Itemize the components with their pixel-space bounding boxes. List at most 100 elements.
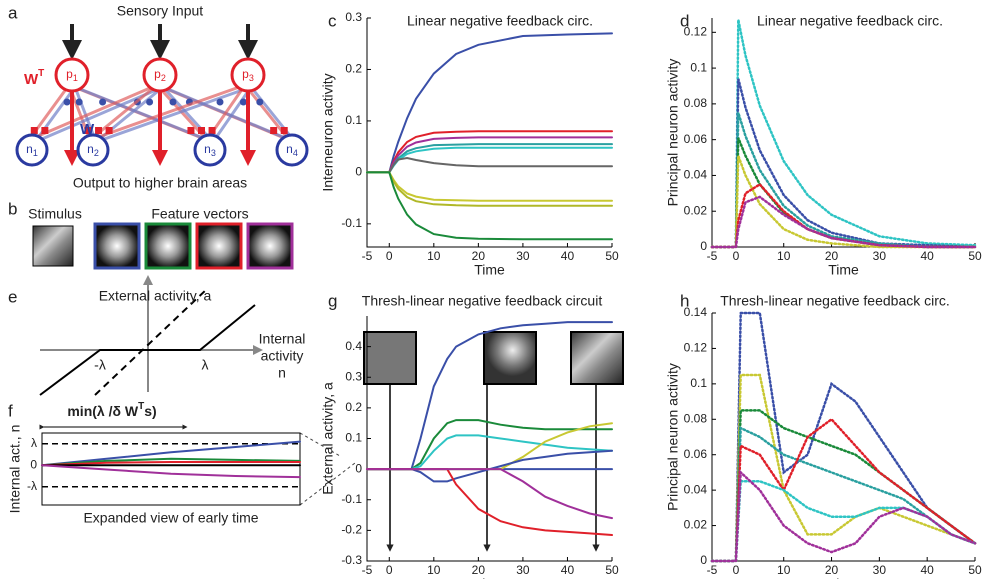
charts: c Linear negative feedback circ. Time Inter… [7, 10, 982, 579]
x-tick-label: 10 [777, 249, 791, 263]
axes [711, 18, 975, 248]
synapse [63, 98, 71, 106]
y-tick-label: 0.02 [684, 518, 708, 532]
y-tick-label: 0.04 [684, 168, 708, 182]
y-tick-label: -λ [27, 479, 37, 493]
feature-image [93, 222, 141, 270]
y-tick-label: 0 [700, 239, 707, 253]
y-tick-label: -0.1 [341, 492, 362, 506]
series-line [366, 32, 613, 174]
y-axis-label: Internal act., n [7, 425, 23, 514]
series-line [710, 19, 977, 249]
y-tick-label: 0.2 [345, 400, 362, 414]
x-axis-label: Internal [259, 331, 306, 347]
y-tick-label: 0.2 [345, 62, 362, 76]
series-line [710, 417, 977, 563]
x-tick-label: 50 [605, 249, 619, 263]
x-tick-label: 0 [386, 563, 393, 577]
synapse [198, 127, 205, 134]
chart: g Thresh-linear negative feedback circuit… [320, 291, 619, 579]
series-line [710, 112, 977, 249]
decorations [39, 331, 624, 552]
y-tick-label: 0.06 [684, 132, 708, 146]
y-tick-label: 0.4 [345, 339, 362, 353]
x-axis-label: Time [474, 576, 505, 579]
x-tick-label: 20 [825, 249, 839, 263]
x-axis-label: Time [828, 262, 859, 278]
threshold-label: λ [202, 357, 209, 373]
chart: h Thresh-linear negative feedback circ. Ti… [665, 291, 982, 579]
synapse [216, 98, 224, 106]
zoom-line [299, 432, 341, 457]
synapse [208, 127, 216, 134]
chart-title: min(λ /δ WTs) [67, 401, 156, 419]
inset-image [570, 331, 624, 385]
y-tick-label: -0.3 [341, 553, 362, 567]
series-line [710, 195, 977, 249]
series-line [41, 440, 301, 467]
panel-a: a Sensory Input p1 p2 p3 n1 n2 n3 n4 WT … [8, 3, 309, 191]
synapse [146, 98, 154, 106]
y-tick-label: 0 [30, 457, 37, 471]
series-line [710, 469, 977, 563]
y-axis-label: External activity, a [99, 288, 212, 304]
x-tick-label: -5 [362, 249, 373, 263]
y-tick-label: 0.12 [684, 24, 708, 38]
weight-label: W [80, 121, 95, 138]
x-tick-label: 0 [733, 249, 740, 263]
synapse [105, 127, 113, 134]
node-label: p1 [66, 67, 78, 83]
panel-b: b Stimulus Feature vectors [8, 199, 294, 270]
panel-letter: a [8, 3, 18, 22]
panel-letter: b [8, 199, 17, 218]
y-tick-label: 0.3 [345, 10, 362, 24]
panel-letter: h [680, 291, 689, 310]
x-tick-label: -5 [707, 249, 718, 263]
series-line [41, 457, 301, 467]
title-part: T [138, 401, 144, 412]
chart: c Linear negative feedback circ. Time Inter… [320, 10, 619, 278]
principal-circles [54, 57, 266, 93]
inset-image [363, 331, 417, 385]
inset-image [483, 331, 537, 385]
output-label: Output to higher brain areas [73, 175, 247, 191]
time-arrows [386, 384, 600, 552]
x-tick-label: 50 [605, 563, 619, 577]
series-line [366, 419, 613, 471]
chart: d Linear negative feedback circ. Time Princ… [665, 11, 982, 277]
x-tick-label: 0 [733, 563, 740, 577]
x-tick-label: 0 [386, 249, 393, 263]
title-part: min(λ /δ W [67, 403, 138, 419]
series-line [366, 321, 613, 471]
input-arrows [62, 24, 258, 60]
connections [27, 83, 297, 144]
y-tick-label: 0.1 [345, 431, 362, 445]
x-tick-label: -5 [362, 563, 373, 577]
series-line [366, 468, 613, 536]
synapse [280, 127, 288, 134]
y-tick-label: 0.1 [345, 113, 362, 127]
features-label: Feature vectors [151, 206, 248, 222]
output-arrows [64, 92, 256, 166]
connection [28, 83, 158, 142]
node-label: p3 [242, 67, 254, 83]
node-label: p2 [154, 67, 166, 83]
chart-title: Linear negative feedback circ. [757, 13, 943, 29]
y-tick-label: 0.06 [684, 447, 708, 461]
panel-e: e External activity, a Internal activity… [8, 275, 306, 396]
x-axis-label: Expanded view of early time [83, 510, 258, 526]
synapse [239, 98, 247, 106]
x-tick-label: 50 [968, 249, 982, 263]
stimulus-image [32, 225, 74, 267]
series-line [366, 171, 613, 202]
feature-image [246, 222, 294, 270]
linear-line [94, 287, 209, 396]
x-axis-label: n [278, 365, 286, 381]
connection [95, 85, 252, 144]
y-tick-label: 0.12 [684, 341, 708, 355]
y-axis-label: Principal neuron activity [665, 59, 681, 207]
x-tick-label: 20 [825, 563, 839, 577]
series-line [366, 468, 613, 520]
y-tick-label: -0.2 [341, 523, 362, 537]
x-tick-label: 30 [516, 563, 530, 577]
